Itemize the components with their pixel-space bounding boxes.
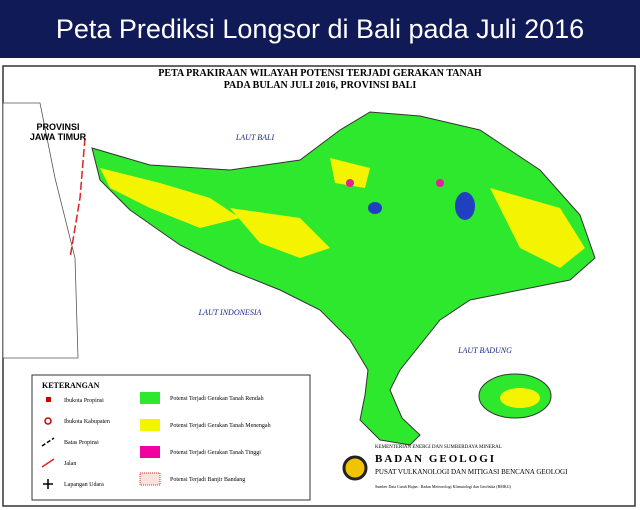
legend-label: Potensi Terjadi Banjir Bandang — [170, 477, 245, 483]
legend-label: Jalan — [64, 461, 76, 467]
map-title: PADA BULAN JULI 2016, PROVINSI BALI — [224, 80, 417, 91]
lake — [455, 192, 475, 220]
legend-symbol — [41, 437, 55, 447]
lake — [368, 202, 382, 214]
medium-zone — [330, 158, 370, 188]
province-border — [69, 137, 86, 259]
legend-box — [31, 374, 311, 501]
legend-label: Potensi Terjadi Gerakan Tanah Menengah — [170, 423, 271, 429]
medium-zone — [490, 188, 585, 268]
medium-zone — [100, 168, 240, 228]
map-title: PETA PRAKIRAAN WILAYAH POTENSI TERJADI G… — [158, 68, 482, 79]
legend: KETERANGAN Ibukota Propinsi Ibukota Kabupa… — [41, 381, 271, 489]
sea-label: LAUT INDONESIA — [198, 308, 262, 317]
legend-label: Lapangan Udara — [64, 482, 104, 488]
agency-center: PUSAT VULKANOLOGI DAN MITIGASI BENCANA G… — [375, 468, 568, 476]
legend-symbol — [44, 417, 52, 425]
legend-label: Batas Propinsi — [64, 440, 99, 446]
legend-label: Ibukota Kabupaten — [64, 419, 110, 425]
legend-swatch — [139, 472, 161, 486]
sea-label: LAUT BALI — [235, 133, 275, 142]
legend-label: Potensi Terjadi Gerakan Tanah Tinggi — [170, 450, 261, 456]
legend-swatch — [140, 446, 160, 458]
legend-symbol — [43, 479, 53, 489]
legend-title: KETERANGAN — [42, 381, 100, 390]
agency-name: BADAN GEOLOGI — [375, 453, 496, 465]
legend-label: Potensi Terjadi Gerakan Tanah Rendah — [170, 396, 264, 402]
legend-symbol — [41, 458, 55, 468]
medium-zone — [500, 388, 540, 408]
legend-label: Ibukota Propinsi — [64, 398, 104, 404]
high-zone — [346, 179, 354, 187]
medium-zone — [230, 208, 330, 258]
sea-label: LAUT BADUNG — [457, 346, 512, 355]
high-zone — [436, 179, 444, 187]
map: PETA PRAKIRAAN WILAYAH POTENSI TERJADI G… — [2, 65, 636, 507]
data-source: Sumber Data Curah Hujan : Badan Meteorol… — [375, 484, 512, 489]
province-label: PROVINSI — [36, 122, 79, 132]
legend-symbol — [46, 397, 51, 402]
java-coast — [2, 102, 79, 359]
province-label: JAWA TIMUR — [30, 132, 87, 142]
header-title: Peta Prediksi Longsor di Bali pada Juli … — [0, 0, 640, 58]
agency-logo — [342, 455, 368, 481]
legend-swatch — [140, 392, 160, 404]
legend-swatch — [140, 419, 160, 431]
agency-ministry: KEMENTERIAN ENERGI DAN SUMBERDAYA MINERA… — [375, 445, 502, 450]
